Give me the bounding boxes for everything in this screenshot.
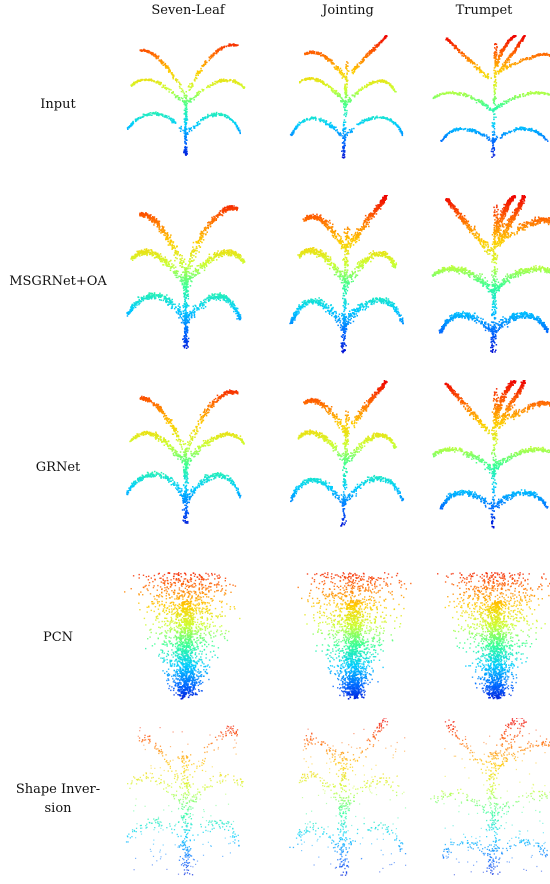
row-label-msgrnet-oa: MSGRNet+OA	[4, 272, 112, 291]
point-cloud-pcn-trumpet	[437, 572, 550, 700]
point-cloud-pcn-seven-leaf	[124, 572, 241, 700]
point-cloud-msgrnet-oa-trumpet	[431, 195, 550, 353]
point-cloud-grnet-trumpet	[432, 380, 550, 529]
point-cloud-msgrnet-oa-jointing	[289, 195, 404, 354]
point-cloud-input-seven-leaf	[126, 43, 246, 156]
point-cloud-grnet-jointing	[290, 380, 405, 527]
row-label-grnet: GRNet	[4, 458, 112, 477]
point-cloud-shape-inversion-trumpet	[430, 718, 550, 876]
column-header-trumpet: Trumpet	[414, 3, 550, 18]
column-header-seven-leaf: Seven-Leaf	[118, 3, 258, 18]
row-label-pcn: PCN	[4, 628, 112, 647]
point-cloud-shape-inversion-jointing	[289, 718, 407, 876]
point-cloud-shape-inversion-seven-leaf	[125, 725, 244, 876]
point-cloud-grnet-seven-leaf	[126, 389, 245, 524]
point-cloud-input-trumpet	[432, 35, 550, 158]
point-cloud-msgrnet-oa-seven-leaf	[126, 205, 246, 349]
row-label-input: Input	[4, 95, 112, 114]
point-cloud-pcn-jointing	[297, 572, 412, 700]
row-label-shape-inversion: Shape Inver- sion	[4, 780, 112, 818]
point-cloud-input-jointing	[289, 35, 404, 159]
column-header-jointing: Jointing	[278, 3, 418, 18]
